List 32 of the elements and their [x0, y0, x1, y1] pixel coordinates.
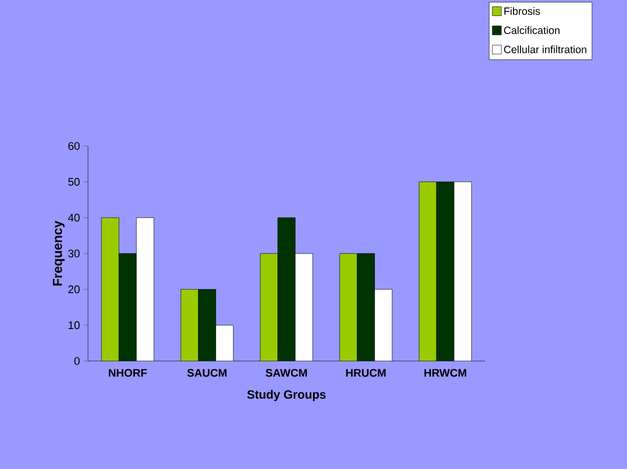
bar [436, 182, 454, 361]
bar [340, 254, 358, 361]
bar [418, 182, 437, 361]
bar [216, 325, 234, 361]
bar [136, 218, 154, 361]
y-tick-label: 10 [68, 321, 80, 330]
bar [180, 289, 198, 361]
x-tick-label: NHORF [108, 368, 147, 377]
bar [198, 289, 216, 361]
legend-label: Calcification [504, 26, 560, 34]
bar [260, 254, 278, 361]
y-tick-label: 20 [68, 285, 80, 294]
legend-label: Fibrosis [504, 7, 540, 15]
bar [357, 254, 375, 361]
y-tick-label: 60 [68, 142, 80, 150]
bar [374, 289, 392, 361]
y-axis-title: Frequency [52, 220, 65, 286]
x-tick-label: SAWCM [266, 368, 307, 377]
x-tick-label: SAUCM [187, 368, 227, 377]
x-tick-label: HRUCM [346, 368, 386, 377]
y-tick-label: 50 [68, 178, 80, 186]
bar [454, 182, 472, 361]
y-tick-label: 40 [68, 214, 80, 222]
y-tick-label: 30 [68, 250, 80, 258]
bar [118, 254, 136, 361]
y-tick-label: 0 [74, 357, 80, 365]
bar [102, 218, 119, 361]
legend-label: Cellular infiltration [504, 45, 586, 54]
x-tick-label: HRWCM [424, 368, 466, 377]
bar [295, 254, 313, 361]
x-axis-title: Study Groups [247, 390, 326, 402]
bar [278, 218, 296, 361]
